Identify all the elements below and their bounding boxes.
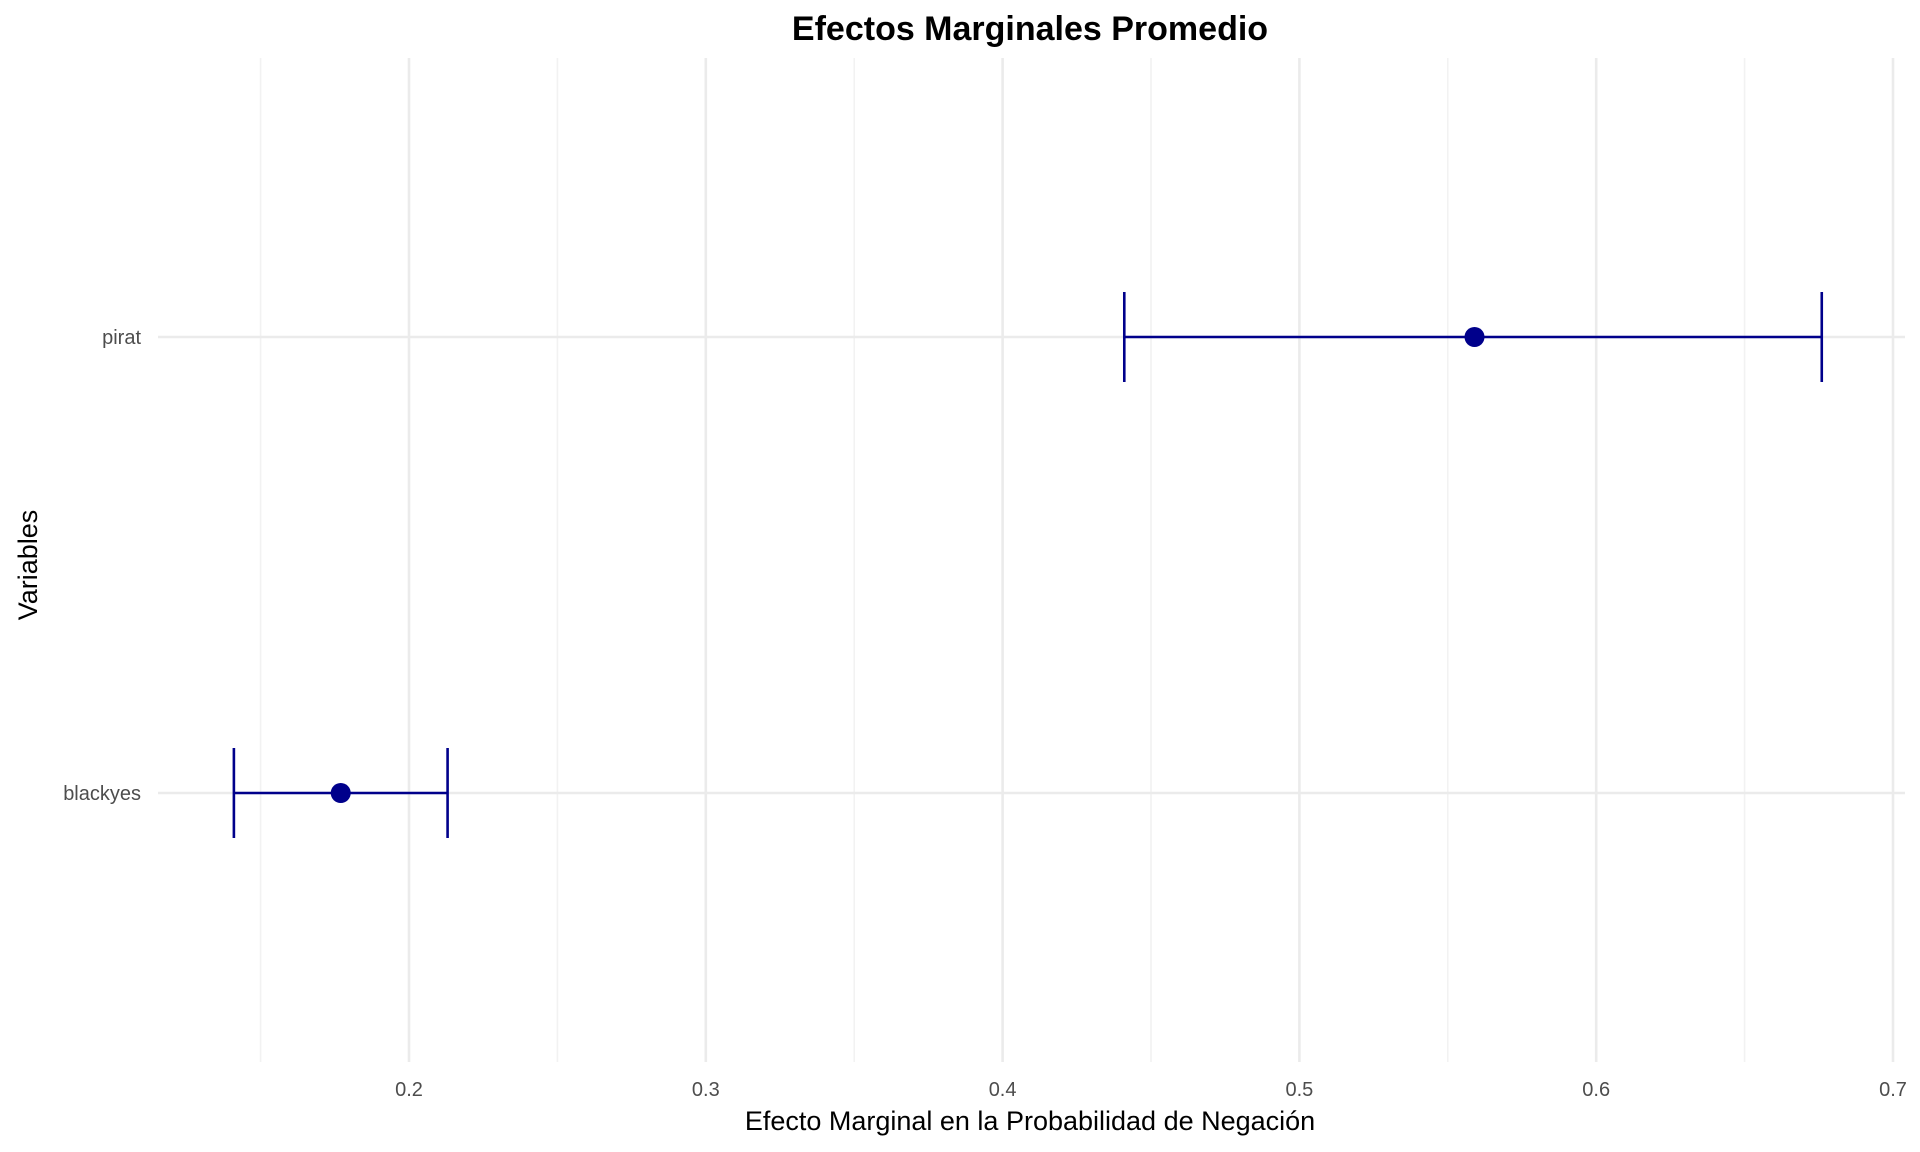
point-blackyes bbox=[330, 783, 351, 803]
x-axis-title: Efecto Marginal en la Probabilidad de Ne… bbox=[745, 1106, 1315, 1136]
x-tick-label: 0.6 bbox=[1582, 1079, 1610, 1101]
y-axis-title: Variables bbox=[13, 510, 43, 621]
y-tick-label: pirat bbox=[102, 327, 141, 349]
plot-marks bbox=[232, 292, 1824, 838]
chart-title: Efectos Marginales Promedio bbox=[792, 10, 1268, 48]
x-tick-label: 0.3 bbox=[692, 1079, 720, 1101]
y-axis-ticks: blackyes pirat bbox=[63, 327, 141, 805]
x-tick-label: 0.4 bbox=[989, 1079, 1017, 1101]
x-axis-ticks: 0.2 0.3 0.4 0.5 0.6 0.7 bbox=[395, 1079, 1907, 1101]
x-tick-label: 0.2 bbox=[395, 1079, 423, 1101]
error-bar-blackyes bbox=[232, 748, 449, 838]
point-pirat bbox=[1464, 327, 1485, 347]
x-tick-label: 0.7 bbox=[1879, 1079, 1907, 1101]
x-tick-label: 0.5 bbox=[1285, 1079, 1313, 1101]
grid bbox=[158, 58, 1905, 1062]
error-bar-pirat bbox=[1122, 292, 1824, 382]
y-tick-label: blackyes bbox=[63, 783, 141, 805]
